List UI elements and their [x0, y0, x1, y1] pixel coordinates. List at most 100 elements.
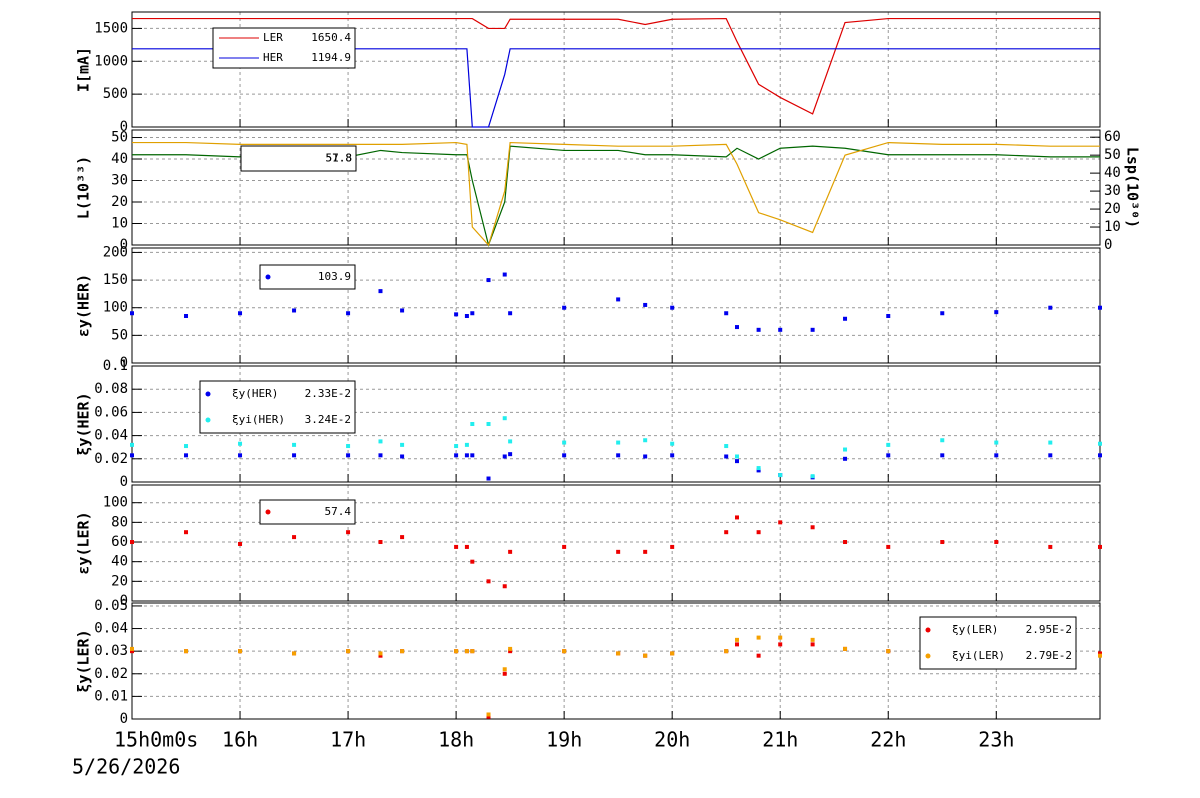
y-tick-label: 40 — [111, 151, 128, 167]
data-point — [378, 439, 383, 444]
data-point — [292, 535, 297, 540]
y-tick-label: 0.08 — [94, 381, 128, 397]
data-point — [562, 544, 567, 549]
legend-value: 2.95E-2 — [1026, 623, 1072, 636]
data-point — [508, 439, 513, 444]
x-tick-label: 22h — [870, 728, 906, 752]
y-tick-label: 0.04 — [94, 428, 128, 444]
panel-frame — [131, 602, 1101, 720]
data-point — [400, 308, 405, 313]
data-point — [843, 447, 848, 452]
data-point — [670, 544, 675, 549]
data-point — [670, 651, 675, 656]
data-point — [130, 649, 134, 654]
y-axis-label: εy(LER) — [75, 511, 93, 574]
y-axis-label: I[mA] — [75, 47, 93, 92]
legend-box — [240, 145, 357, 172]
data-point — [843, 646, 848, 651]
x-tick-label: 17h — [330, 728, 366, 752]
y-tick-label: 0 — [120, 711, 128, 727]
legend-box — [919, 616, 1077, 670]
data-point — [454, 544, 459, 549]
data-point — [643, 653, 648, 658]
data-point — [810, 474, 815, 479]
data-point — [735, 637, 739, 642]
y-tick-label: 0 — [120, 593, 128, 609]
y2-tick-label: 30 — [1104, 183, 1121, 199]
data-point — [292, 651, 297, 656]
data-point — [184, 444, 189, 449]
y-tick-label: 150 — [103, 272, 128, 288]
y-axis-label: L(10³³) — [75, 156, 93, 219]
y-tick-label: 40 — [111, 554, 128, 570]
data-point — [400, 454, 405, 459]
data-point — [130, 453, 134, 458]
legend-label: ξy(LER) — [952, 623, 998, 636]
legend-value: 57.4 — [325, 505, 352, 518]
y2-tick-label: 0 — [1104, 237, 1112, 253]
series-line — [132, 141, 1100, 247]
panel-frame — [131, 11, 1101, 128]
y2-tick-label: 50 — [1104, 147, 1121, 163]
data-point — [502, 584, 507, 589]
data-point — [940, 453, 945, 458]
data-point — [464, 649, 469, 654]
x-tick-label: 18h — [438, 728, 474, 752]
data-point — [1098, 305, 1102, 310]
legend-swatch — [265, 509, 271, 515]
data-point — [378, 651, 383, 656]
x-tick-label: 19h — [546, 728, 582, 752]
data-point — [562, 440, 567, 445]
data-point — [508, 549, 513, 554]
data-point — [616, 651, 621, 656]
data-point — [940, 540, 945, 545]
data-point — [238, 311, 243, 316]
data-point — [238, 649, 243, 654]
data-point — [1098, 544, 1102, 549]
y-tick-label: 0.02 — [94, 666, 128, 682]
legend-label: ξyi(HER) — [232, 413, 285, 426]
data-point — [778, 642, 783, 647]
series-line — [132, 145, 1100, 248]
y-tick-label: 0.05 — [94, 598, 128, 614]
data-point — [756, 468, 761, 473]
data-point — [378, 540, 383, 545]
data-point — [238, 541, 243, 546]
data-point — [886, 453, 891, 458]
data-point — [184, 649, 189, 654]
legend-value: 1194.9 — [311, 51, 351, 64]
data-point — [994, 310, 999, 315]
panel-frame — [131, 365, 1101, 483]
x-tick-label: 21h — [762, 728, 798, 752]
data-point — [502, 272, 507, 277]
panel-frame — [131, 129, 1101, 246]
y2-tick-label: 20 — [1104, 201, 1121, 217]
data-point — [886, 442, 891, 447]
y2-tick-label: 10 — [1104, 219, 1121, 235]
data-point — [735, 454, 739, 459]
legend-swatch — [925, 653, 931, 659]
data-point — [346, 444, 351, 449]
data-point — [994, 440, 999, 445]
data-point — [508, 452, 513, 457]
data-point — [130, 540, 134, 545]
data-point — [508, 649, 513, 654]
data-point — [616, 453, 621, 458]
data-point — [486, 714, 491, 719]
legend-value: 103.9 — [318, 270, 351, 283]
data-point — [130, 442, 134, 447]
data-point — [756, 327, 761, 332]
data-point — [400, 442, 405, 447]
data-point — [378, 653, 383, 658]
legend-value: 57.8 — [326, 152, 353, 165]
data-point — [886, 314, 891, 319]
legend-box — [212, 27, 356, 69]
series-line — [132, 17, 1100, 115]
y-tick-label: 60 — [111, 534, 128, 550]
data-point — [1048, 440, 1053, 445]
x-tick-label: 15h0m0s — [114, 728, 198, 752]
data-point — [1048, 544, 1053, 549]
data-point — [724, 530, 729, 535]
data-point — [735, 459, 739, 464]
data-point — [464, 544, 469, 549]
